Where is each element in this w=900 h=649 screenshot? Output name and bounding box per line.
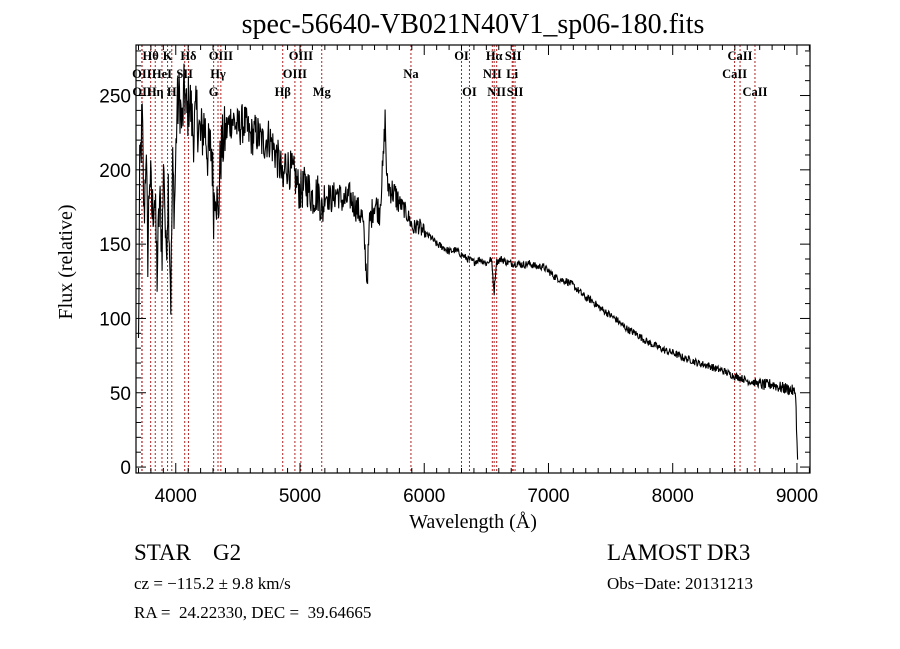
x-axis: 4000 5000 6000 7000 8000 9000 [137,45,818,507]
line-marker-label: K [163,49,173,63]
y-tick-label: 200 [99,161,131,182]
line-marker-label: Hα [486,49,503,63]
line-marker-label: OI [462,85,477,99]
y-axis-label: Flux (relative) [55,205,77,320]
y-tick-label: 0 [120,458,131,479]
series-group [137,63,799,460]
y-tick-label: 150 [99,235,131,256]
x-axis-label: Wavelength (Å) [409,511,537,533]
x-tick-label: 9000 [776,486,818,507]
redshift-text: cz = −115.2 ± 9.8 km/s [134,574,291,593]
chart-title: spec-56640-VB021N40V1_sp06-180.fits [242,9,705,40]
line-marker-label: NII [487,85,506,99]
x-tick-label: 5000 [279,486,321,507]
line-marker-label: Hδ [180,49,197,63]
line-marker-label: CaII [728,49,753,63]
coordinates-text: RA = 24.22330, DEC = 39.64665 [134,603,372,622]
line-marker-label: SII [176,67,193,81]
line-marker-label: Hβ [275,85,292,99]
line-marker-label: OII [132,67,152,81]
line-marker-label: Li [506,67,518,81]
x-tick-label: 8000 [652,486,694,507]
line-marker-label: Na [403,67,419,81]
line-marker-label: OIII [209,49,233,63]
line-markers [141,45,756,473]
line-marker-label: Hη [147,85,164,99]
line-marker-label: SII [505,49,522,63]
object-class: STAR [134,540,191,565]
object-subclass: G2 [213,540,242,565]
y-tick-label: 50 [110,384,131,405]
line-marker-label: HeI [152,67,172,81]
line-marker-label: NII [483,67,502,81]
survey-label: LAMOST DR3 [607,540,751,565]
line-marker-label: SII [507,85,524,99]
line-marker-label: H [167,85,177,99]
line-marker-label: OI [454,49,469,63]
line-marker-label: CaII [742,85,767,99]
y-axis: 0 50 100 150 200 250 [99,50,810,479]
line-marker-label: OIII [289,49,313,63]
line-marker-label: G [209,85,219,99]
y-tick-label: 100 [99,309,131,330]
series-line [137,63,799,460]
line-marker-label: OIII [283,67,307,81]
x-tick-label: 4000 [155,486,197,507]
x-tick-label: 7000 [527,486,569,507]
line-marker-label: Mg [313,85,332,99]
x-tick-label: 6000 [403,486,445,507]
line-marker-label: Hγ [210,67,226,81]
y-tick-label: 250 [99,87,131,108]
line-marker-label: CaII [722,67,747,81]
line-marker-label: Hθ [143,49,159,63]
obs-date-text: Obs−Date: 20131213 [607,574,754,593]
